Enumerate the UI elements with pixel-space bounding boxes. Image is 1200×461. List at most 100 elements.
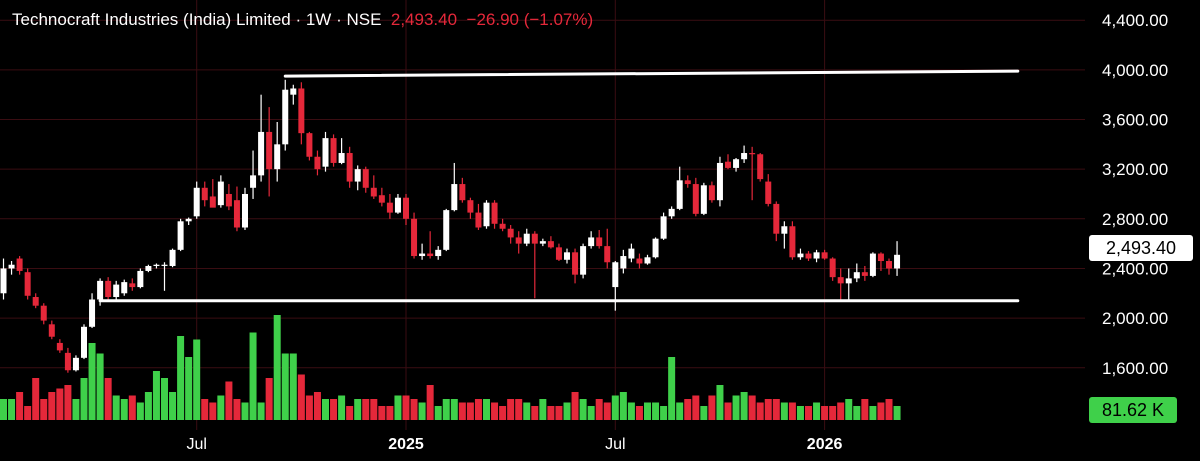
volume-bar [716, 385, 724, 420]
volume-bar [241, 402, 249, 420]
candle [201, 181, 208, 207]
volume-bar [861, 399, 869, 420]
candle-body [837, 277, 844, 284]
candle-body [330, 138, 337, 163]
candle [499, 218, 506, 232]
candle-body [612, 262, 619, 288]
chart-legend-header: Technocraft Industries (India) Limited ·… [12, 10, 593, 30]
volume-bar [756, 402, 764, 420]
candle [765, 174, 772, 207]
volume-bar [370, 399, 378, 420]
trendline[interactable] [283, 69, 1020, 78]
candle-body [580, 246, 587, 275]
candle [330, 134, 337, 167]
candle-body [515, 237, 522, 244]
volume-bar [603, 402, 611, 420]
volume-bar [748, 395, 756, 420]
volume-bar [289, 353, 297, 420]
candle [145, 264, 152, 273]
candle-body [708, 185, 715, 201]
last-price: 2,493.40 [390, 10, 458, 29]
volume-bar [32, 378, 40, 420]
time-tick-label: Jul [186, 436, 206, 453]
candle-body [282, 89, 289, 145]
candle-body [475, 212, 482, 228]
volume-bar [128, 395, 136, 420]
candle-body [322, 138, 329, 167]
candle-body [411, 218, 418, 257]
candle-body [507, 228, 514, 238]
candle [692, 177, 699, 217]
candle [16, 256, 23, 275]
volume-bar [684, 399, 692, 420]
candle [137, 268, 144, 289]
candle-body [419, 253, 426, 257]
volume-bar [104, 378, 112, 420]
candle [475, 203, 482, 230]
candle [555, 243, 562, 262]
volume-bar [635, 406, 643, 420]
candle-body [861, 272, 868, 276]
candle-body [765, 181, 772, 204]
candle [749, 146, 756, 201]
price-tick-label: 2,400.00 [1102, 259, 1168, 278]
volume-bar [466, 402, 474, 420]
volume-bar [764, 399, 772, 420]
volume-bar [788, 402, 796, 420]
candle-body [346, 153, 353, 182]
candle [588, 231, 595, 249]
price-tick-label: 4,400.00 [1102, 11, 1168, 30]
volume-bar [458, 402, 466, 420]
candle [467, 197, 474, 219]
volume-bar [0, 399, 7, 420]
candle [209, 179, 216, 208]
candle [225, 184, 232, 211]
time-axis[interactable]: Jul 2025 Jul 2026 [186, 436, 842, 453]
volume-bar [257, 402, 265, 420]
candle [161, 262, 168, 291]
candle-body [362, 169, 369, 188]
candle [290, 84, 297, 105]
candle-body [274, 144, 281, 170]
candle [242, 187, 248, 230]
candle-body [725, 161, 731, 168]
candle [845, 268, 852, 300]
candle-body [741, 153, 748, 160]
candle [443, 208, 450, 252]
volume-bar [233, 399, 241, 420]
volume-bar [281, 353, 289, 420]
candle-body [813, 252, 820, 259]
volume-bar [394, 395, 402, 420]
volume-badge: 81.62 K [1089, 397, 1177, 423]
candle [813, 249, 820, 263]
volume-bar [644, 402, 651, 420]
candle [716, 156, 723, 207]
candle-body [483, 202, 490, 227]
volume-bar [587, 406, 595, 420]
candle [322, 131, 329, 172]
candle-body [48, 324, 55, 337]
volume-bar [579, 399, 587, 420]
price-tick-label: 3,600.00 [1102, 111, 1168, 130]
volume-bar [845, 399, 853, 420]
candle [274, 121, 281, 182]
volume-bar [40, 399, 48, 420]
candle [40, 303, 47, 325]
price-change: −26.90 (−1.07%) [466, 10, 594, 29]
trendline-group[interactable] [98, 69, 1020, 303]
price-axis[interactable]: 4,400.00 4,000.00 3,600.00 3,200.00 2,800.00… [1102, 11, 1168, 378]
candle-body [604, 246, 611, 263]
candle-body [354, 169, 361, 182]
volume-bar [330, 399, 338, 420]
candle-body [153, 264, 160, 266]
price-tick-label: 2,000.00 [1102, 309, 1168, 328]
candle-body [886, 261, 892, 269]
volume-bar [627, 402, 635, 420]
candle [853, 263, 860, 283]
candle [596, 229, 603, 249]
candle-body [306, 133, 313, 157]
candle [805, 251, 812, 262]
candle [660, 212, 667, 240]
candle [700, 182, 707, 216]
